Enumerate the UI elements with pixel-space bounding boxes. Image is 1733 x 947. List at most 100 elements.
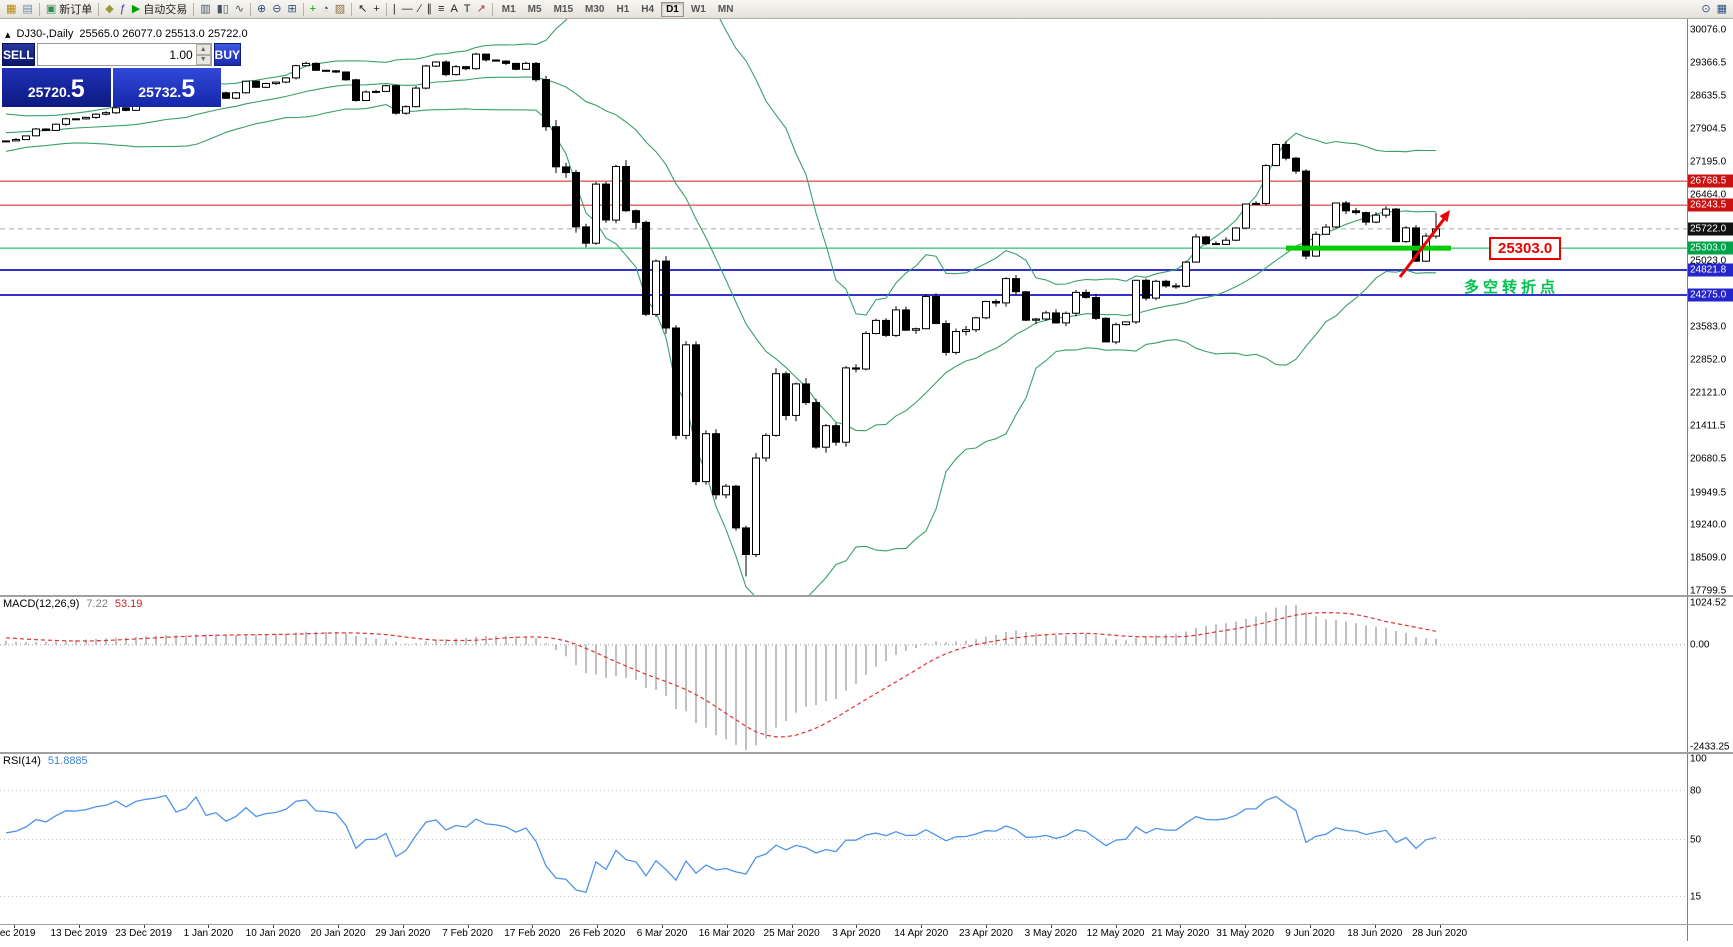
date-tick-mark — [1115, 925, 1117, 928]
text-label-icon[interactable]: T — [461, 1, 474, 17]
search-icon: ⊙ — [1701, 2, 1711, 15]
date-label: 10 Jan 2020 — [245, 928, 301, 939]
toolbar: ▦ ▤ ▣ 新订单 ◆ ƒ ▶ 自动交易 ▥ ▮▯ ∿ ⊕ ⊖ ⊞ + ◔ ▨ ↖ + | — ∕ ∥ ≡ A T ↗ M1 M5 M15… — [0, 0, 1733, 19]
lot-size-input[interactable] — [37, 44, 196, 65]
price-tick: 27904.5 — [1690, 123, 1727, 135]
zoom-out-icon[interactable]: ⊖ — [269, 1, 284, 17]
arrows-icon[interactable]: ↗ — [474, 1, 489, 17]
rsi-panel[interactable]: RSI(14) 51.8885 — [0, 754, 1687, 924]
date-label: 9 Jun 2020 — [1285, 928, 1335, 939]
macd-signal-line — [5, 611, 1437, 738]
macd-axis[interactable]: 1024.52 0.00 -2433.25 — [1687, 597, 1733, 752]
rsi-tick: 80 — [1690, 785, 1702, 797]
text-label-icon: T — [463, 2, 471, 15]
horizontal-line-icon: — — [401, 2, 413, 15]
turning-point-annotation[interactable]: 多空转折点 — [1464, 279, 1560, 296]
crosshair-icon[interactable]: + — [370, 1, 382, 17]
date-tick-mark — [921, 925, 923, 928]
price-tick: 21411.5 — [1690, 420, 1726, 432]
macd-svg[interactable] — [0, 597, 1687, 752]
rsi-svg[interactable] — [0, 754, 1687, 924]
timeframe-m30-button[interactable]: M30 — [585, 3, 605, 15]
date-label: 23 Apr 2020 — [959, 928, 1013, 939]
lot-decrease-button[interactable]: ▼ — [195, 54, 211, 65]
new-order-button[interactable]: ▣ 新订单 — [43, 1, 95, 17]
timeframe-m5-button[interactable]: M5 — [527, 3, 542, 15]
experts-icon: ƒ — [119, 2, 126, 15]
price-tick: 29366.5 — [1690, 57, 1727, 68]
main-chart-panel[interactable]: ▴ DJ30-,Daily 25565.0 26077.0 25513.0 25… — [0, 19, 1687, 595]
data-window-icon[interactable]: ▦ — [1714, 1, 1730, 17]
candlestick-chart-icon[interactable]: ▮▯ — [214, 1, 232, 17]
date-label: 26 Feb 2020 — [569, 928, 626, 939]
timeframe-m1-button[interactable]: M1 — [501, 3, 516, 15]
price-badge-25303: 25303.0 — [1688, 241, 1733, 255]
tile-windows-icon[interactable]: ⊞ — [284, 1, 299, 17]
chart-ohlc-values: 25565.0 26077.0 25513.0 25722.0 — [79, 28, 248, 40]
buy-price-main: 25732. — [138, 84, 182, 100]
date-label: Dec 2019 — [0, 928, 36, 939]
fibonacci-icon[interactable]: ≡ — [435, 1, 447, 17]
channel-icon[interactable]: ∥ — [424, 1, 436, 17]
sep-2 — [98, 2, 100, 16]
lot-increase-button[interactable]: ▲ — [195, 44, 211, 55]
sell-price-big-digit: 5 — [70, 75, 85, 103]
date-tick-mark — [1439, 925, 1441, 928]
price-badge-24275: 24275.0 — [1688, 288, 1733, 302]
date-axis[interactable]: Dec 2019 13 Dec 2019 23 Dec 2019 1 Jan 2020… — [0, 925, 1687, 941]
timeframe-w1-button[interactable]: W1 — [690, 3, 706, 15]
price-chart-svg[interactable] — [0, 19, 1687, 595]
periods-icon[interactable]: ◔ — [319, 1, 332, 17]
price-tick: 17799.5 — [1690, 585, 1727, 595]
timeframe-h1-button[interactable]: H1 — [616, 3, 630, 15]
indicators-icon[interactable]: + — [307, 1, 319, 17]
new-chart-icon[interactable]: ▦ — [3, 1, 19, 17]
sep-7 — [385, 2, 387, 16]
timeframe-h4-button[interactable]: H4 — [641, 3, 655, 15]
date-tick-mark — [78, 925, 80, 928]
buy-price-big-digit: 5 — [181, 75, 196, 103]
buy-button[interactable]: BUY — [213, 43, 242, 66]
price-tick: 25023.0 — [1690, 255, 1727, 267]
rsi-line — [5, 794, 1437, 893]
oneclick-collapse-icon[interactable]: ▴ — [5, 29, 11, 41]
horizontal-line-icon[interactable]: — — [399, 1, 416, 17]
date-label: 7 Feb 2020 — [442, 928, 493, 939]
lot-size-box: ▲ ▼ — [36, 43, 212, 66]
price-tick: 19240.0 — [1690, 519, 1727, 531]
metaeditor-icon[interactable]: ◆ — [102, 1, 116, 17]
experts-icon[interactable]: ƒ — [117, 1, 129, 17]
level-price-callout[interactable]: 25303.0 — [1489, 237, 1562, 260]
date-label: 31 May 2020 — [1216, 928, 1275, 939]
sell-button[interactable]: SELL — [2, 43, 35, 66]
vertical-line-icon[interactable]: | — [390, 1, 399, 17]
timeframe-m15-button[interactable]: M15 — [553, 3, 574, 15]
timeframe-d1-button[interactable]: D1 — [661, 1, 684, 17]
date-label: 17 Feb 2020 — [504, 928, 561, 939]
date-label: 20 Jan 2020 — [310, 928, 366, 939]
rsi-axis[interactable]: 100 80 50 15 — [1687, 754, 1733, 924]
timeframe-mn-button[interactable]: MN — [717, 3, 734, 15]
crosshair-icon: + — [373, 2, 380, 15]
profiles-icon[interactable]: ▤ — [19, 1, 35, 17]
date-tick-mark — [402, 925, 404, 928]
trend-arrow[interactable] — [1398, 210, 1450, 278]
text-icon[interactable]: A — [447, 1, 460, 17]
buy-price-display[interactable]: 25732. 5 — [112, 68, 221, 107]
date-tick-mark — [856, 925, 858, 928]
line-chart-icon[interactable]: ∿ — [232, 1, 247, 17]
macd-panel[interactable]: MACD(12,26,9) 7.22 53.19 — [0, 597, 1687, 752]
cursor-icon[interactable]: ↖ — [355, 1, 370, 17]
trendline-icon[interactable]: ∕ — [416, 1, 424, 17]
search-icon[interactable]: ⊙ — [1698, 1, 1713, 17]
autotrading-button[interactable]: ▶ 自动交易 — [129, 1, 190, 17]
profiles-icon: ▤ — [22, 2, 33, 15]
tile-windows-icon: ⊞ — [287, 2, 297, 15]
zoom-in-icon[interactable]: ⊕ — [254, 1, 269, 17]
bar-chart-icon[interactable]: ▥ — [197, 1, 213, 17]
sell-price-display[interactable]: 25720. 5 — [2, 68, 111, 107]
price-axis[interactable]: 30076.0 29366.5 28635.5 27904.5 27195.0 26464… — [1687, 19, 1733, 595]
macd-row: MACD(12,26,9) 7.22 53.19 1024.52 0.00 -243… — [0, 597, 1733, 754]
templates-icon[interactable]: ▨ — [332, 1, 348, 17]
sep-1 — [38, 2, 40, 16]
